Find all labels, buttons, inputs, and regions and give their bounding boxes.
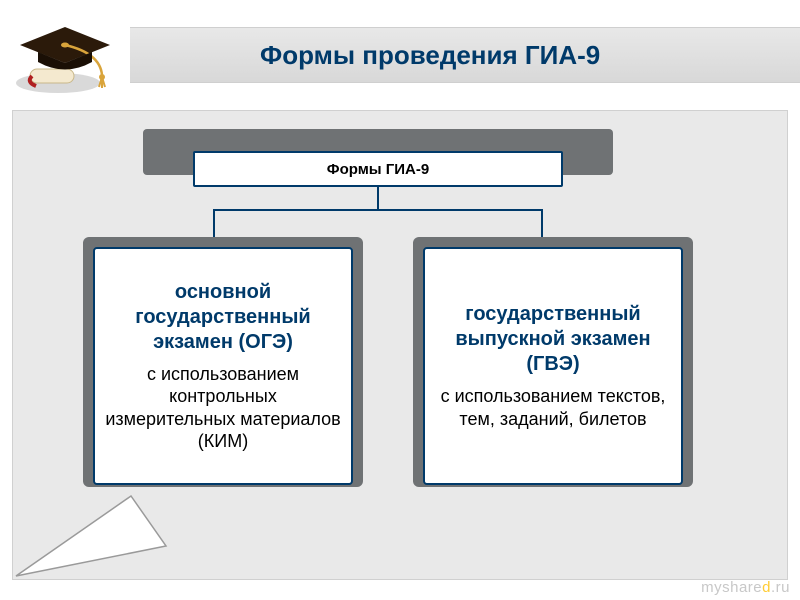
child-title: основной государственный экзамен (ОГЭ) — [105, 280, 341, 355]
child-node-oge: основной государственный экзамен (ОГЭ) с… — [93, 247, 353, 485]
child-title: государственный выпускной экзамен (ГВЭ) — [435, 302, 671, 377]
watermark: myshared.ru — [701, 579, 790, 596]
connector — [541, 209, 543, 237]
child-desc: с использованием текстов, тем, заданий, … — [435, 385, 671, 430]
content-area: Формы ГИА-9 основной государственный экз… — [12, 110, 788, 580]
connector — [213, 209, 543, 211]
slide-title: Формы проведения ГИА-9 — [260, 40, 600, 71]
watermark-suffix: .ru — [771, 579, 790, 596]
connector — [377, 187, 379, 209]
root-label: Формы ГИА-9 — [327, 161, 429, 178]
graduation-cap-icon — [10, 5, 120, 105]
child-desc: с использованием контрольных измерительн… — [105, 363, 341, 453]
logo-wrap — [0, 0, 130, 110]
root-node: Формы ГИА-9 — [193, 151, 563, 187]
connector — [213, 209, 215, 237]
callout-pointer-icon — [11, 491, 171, 581]
child-node-gve: государственный выпускной экзамен (ГВЭ) … — [423, 247, 683, 485]
watermark-accent: d — [762, 579, 771, 596]
watermark-prefix: myshare — [701, 579, 762, 596]
title-bar: Формы проведения ГИА-9 — [130, 27, 800, 83]
slide-header: Формы проведения ГИА-9 — [0, 0, 800, 110]
